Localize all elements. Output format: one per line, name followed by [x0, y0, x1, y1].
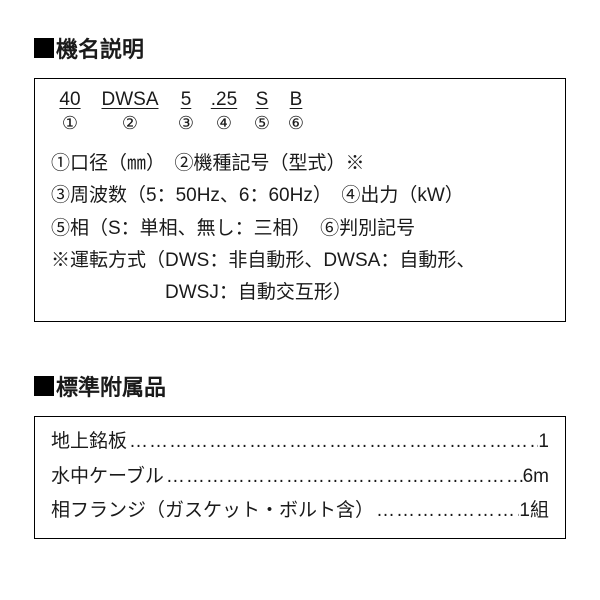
- accessory-row: 水中ケーブル ………………………………………………………………………… 6m: [51, 460, 549, 494]
- accessory-row: 地上銘板 ………………………………………………………………………… 1: [51, 425, 549, 459]
- model-value: B: [281, 89, 311, 111]
- model-cell: 5 ③: [171, 89, 201, 134]
- square-bullet-icon: [34, 376, 54, 396]
- accessory-row: 相フランジ（ガスケット・ボルト含） ……………………………………………………………: [51, 494, 549, 528]
- accessory-label: 相フランジ（ガスケット・ボルト含）: [51, 494, 374, 528]
- model-cell: DWSA ②: [93, 89, 167, 134]
- def-line: ①口径（㎜） ②機種記号（型式）※: [51, 148, 551, 180]
- model-index: ③: [171, 113, 201, 134]
- leader-dots: …………………………………………………………………………: [127, 425, 538, 459]
- accessories-box: 地上銘板 ………………………………………………………………………… 1 水中ケー…: [34, 416, 566, 539]
- accessory-label: 水中ケーブル: [51, 460, 164, 494]
- model-index: ⑤: [247, 113, 277, 134]
- model-value: S: [247, 89, 277, 111]
- model-cell: .25 ④: [205, 89, 243, 134]
- section-title-text: 機名説明: [56, 32, 144, 64]
- leader-dots: …………………………………………………………………………: [374, 494, 519, 528]
- def-line: ※運転方式（DWS：非自動形、DWSA：自動形、: [51, 245, 551, 277]
- model-value: .25: [205, 89, 243, 111]
- model-explanation-box: 40 ① DWSA ② 5 ③ .25 ④ S ⑤ B ⑥ ①口径（㎜） ②機種…: [34, 78, 566, 322]
- def-line: DWSJ：自動交互形）: [51, 277, 551, 309]
- section-title-accessories: 標準附属品: [34, 370, 566, 402]
- model-code-row: 40 ① DWSA ② 5 ③ .25 ④ S ⑤ B ⑥: [51, 89, 551, 134]
- accessory-value: 1: [538, 425, 549, 459]
- model-value: 5: [171, 89, 201, 111]
- def-line: ③周波数（5：50Hz、6：60Hz） ④出力（kW）: [51, 180, 551, 212]
- model-index: ②: [93, 113, 167, 134]
- model-cell: S ⑤: [247, 89, 277, 134]
- square-bullet-icon: [34, 38, 54, 58]
- accessory-label: 地上銘板: [51, 425, 127, 459]
- accessory-value: 6m: [523, 460, 549, 494]
- model-index: ⑥: [281, 113, 311, 134]
- model-cell: 40 ①: [51, 89, 89, 134]
- section-title-text: 標準附属品: [56, 370, 166, 402]
- model-cell: B ⑥: [281, 89, 311, 134]
- leader-dots: …………………………………………………………………………: [164, 460, 523, 494]
- model-index: ①: [51, 113, 89, 134]
- def-line: ⑤相（S：単相、無し：三相） ⑥判別記号: [51, 213, 551, 245]
- accessory-value: 1組: [519, 494, 549, 528]
- model-definitions: ①口径（㎜） ②機種記号（型式）※ ③周波数（5：50Hz、6：60Hz） ④出…: [51, 148, 551, 309]
- model-value: 40: [51, 89, 89, 111]
- model-index: ④: [205, 113, 243, 134]
- model-value: DWSA: [93, 89, 167, 111]
- section-title-model: 機名説明: [34, 32, 566, 64]
